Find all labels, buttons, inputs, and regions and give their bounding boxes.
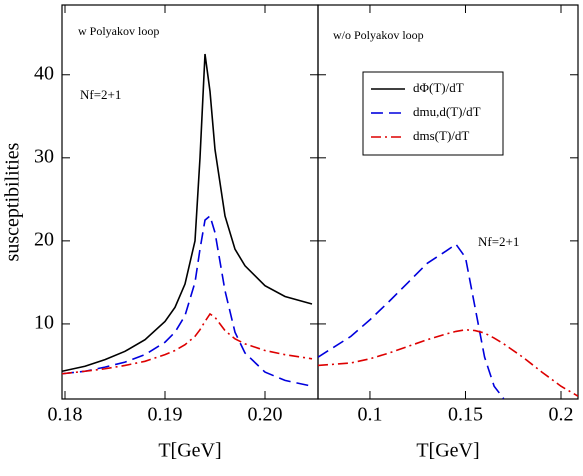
annotation: w Polyakov loop — [78, 24, 159, 38]
x-axis-label: T[GeV] — [158, 440, 221, 462]
x-tick-label: 0.18 — [48, 404, 83, 426]
annotation: Nf=2+1 — [478, 234, 519, 249]
annotation: w/o Polyakov loop — [333, 28, 424, 42]
x-tick-label: 0.15 — [448, 404, 483, 426]
series-line — [62, 214, 313, 387]
y-axis-label: susceptibilities — [2, 142, 24, 261]
series-line — [318, 243, 505, 399]
x-tick-label: 0.20 — [248, 404, 283, 426]
legend-label: dms(T)/dT — [413, 128, 469, 143]
legend-label: dmu,d(T)/dT — [413, 104, 481, 119]
y-tick-label: 30 — [34, 145, 54, 167]
plot-frame — [317, 4, 579, 400]
annotation: Nf=2+1 — [80, 87, 121, 102]
y-tick-label: 40 — [34, 62, 54, 84]
x-tick-label: 0.2 — [548, 404, 573, 426]
y-tick-label: 10 — [34, 312, 54, 334]
series-line — [62, 312, 313, 375]
y-tick-label: 20 — [34, 228, 54, 250]
series-line — [318, 328, 578, 397]
x-tick-label: 0.19 — [148, 404, 183, 426]
x-axis-label: T[GeV] — [416, 440, 479, 462]
x-tick-label: 0.1 — [357, 404, 382, 426]
legend-label: dΦ(T)/dT — [413, 80, 464, 95]
legend-box — [362, 71, 504, 156]
series-line — [62, 53, 313, 373]
